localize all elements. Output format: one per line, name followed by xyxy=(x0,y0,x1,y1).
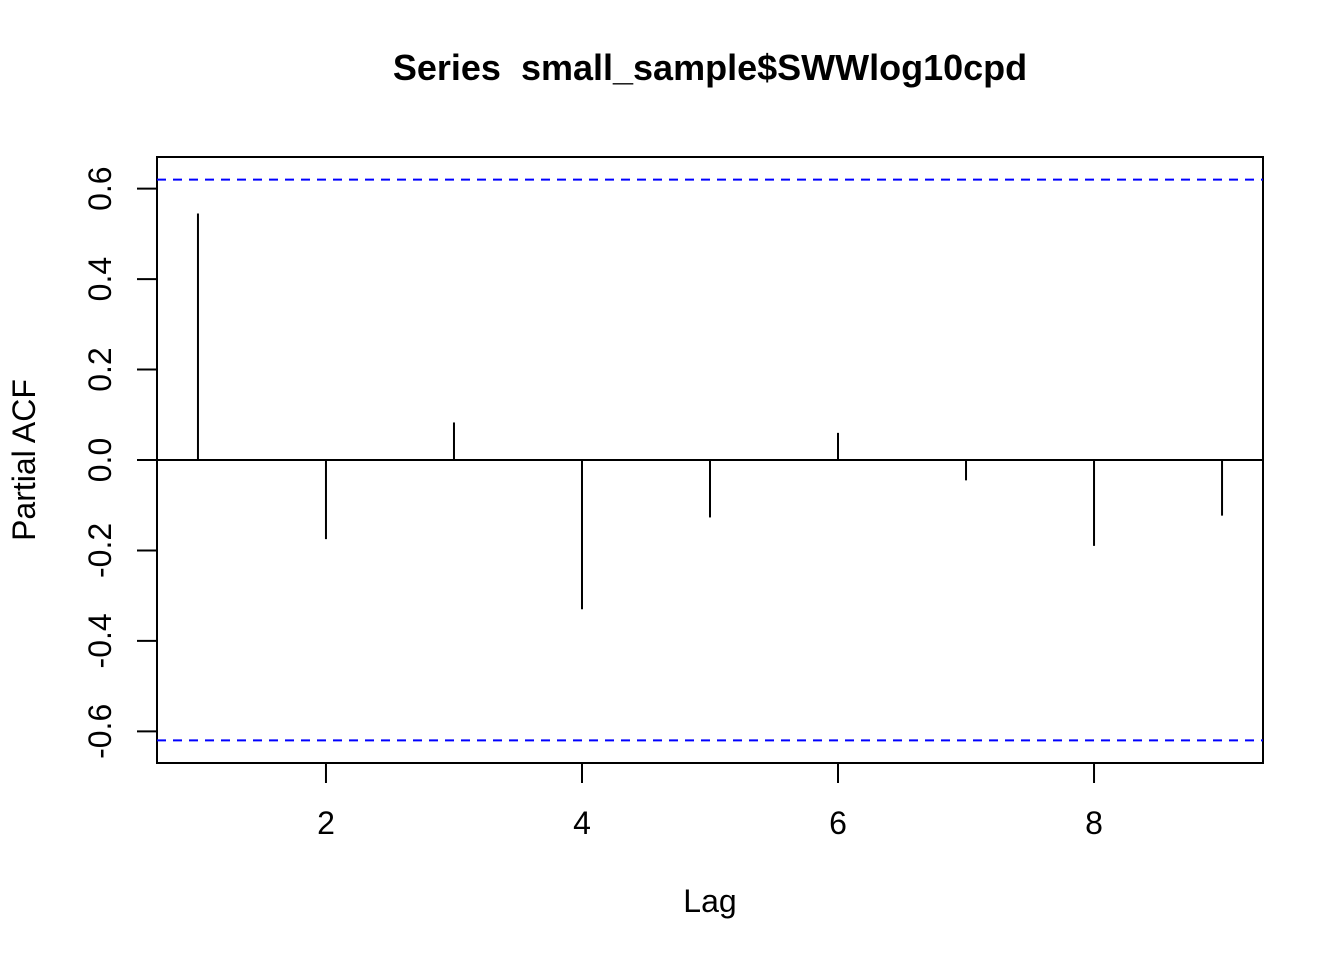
y-tick-label: -0.4 xyxy=(82,613,118,668)
chart-title: Series small_sample$SWWlog10cpd xyxy=(393,47,1027,88)
y-tick-label: 0.0 xyxy=(82,438,118,482)
y-tick-label: -0.2 xyxy=(82,523,118,578)
y-tick-label: -0.6 xyxy=(82,704,118,759)
y-tick-label: 0.4 xyxy=(82,257,118,301)
x-tick-label: 8 xyxy=(1085,805,1103,841)
x-axis-label: Lag xyxy=(683,883,736,919)
chart-marks: 2 4 6 8 -0.6 -0.4 -0.2 0.0 0.2 0.4 0.6 xyxy=(82,166,1263,841)
y-axis-label: Partial ACF xyxy=(6,379,42,541)
y-tick-label: 0.6 xyxy=(82,166,118,210)
x-tick-label: 2 xyxy=(317,805,335,841)
y-tick-label: 0.2 xyxy=(82,347,118,391)
x-tick-label: 4 xyxy=(573,805,591,841)
x-tick-label: 6 xyxy=(829,805,847,841)
